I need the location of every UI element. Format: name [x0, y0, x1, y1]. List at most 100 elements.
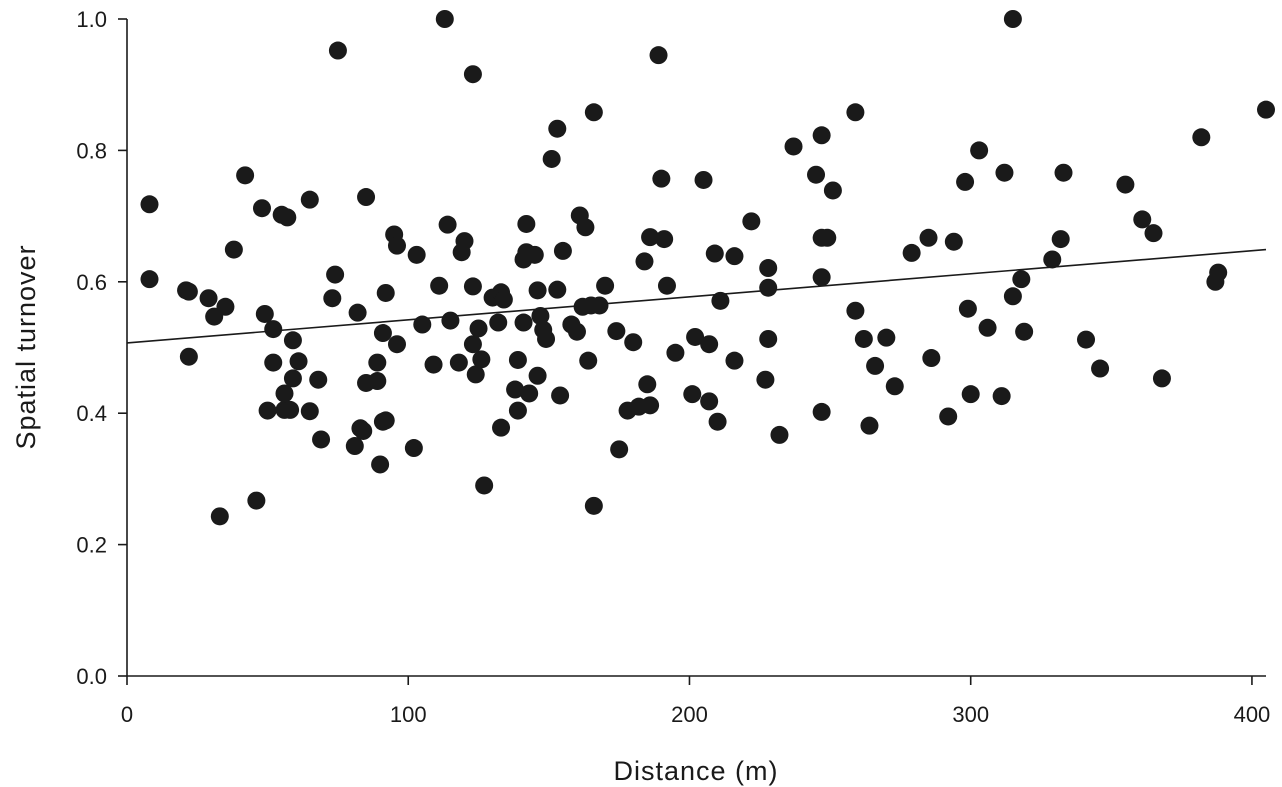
data-point — [1077, 330, 1096, 349]
data-point — [1043, 250, 1062, 269]
data-point — [610, 440, 629, 459]
data-point — [413, 315, 432, 334]
data-point — [860, 416, 879, 435]
data-point — [376, 283, 395, 302]
data-point — [590, 296, 609, 315]
data-point — [475, 476, 494, 495]
x-tick-label: 200 — [671, 702, 708, 727]
data-point — [607, 322, 626, 341]
data-point — [548, 119, 567, 138]
data-point — [919, 228, 938, 247]
data-point — [275, 384, 294, 403]
data-point — [224, 240, 243, 259]
data-point — [264, 320, 283, 339]
data-point — [373, 324, 392, 343]
data-point — [708, 412, 727, 431]
data-point — [725, 247, 744, 266]
data-point — [784, 137, 803, 156]
data-point — [357, 188, 376, 207]
data-point — [531, 306, 550, 325]
data-point — [756, 370, 775, 389]
data-point — [922, 349, 941, 368]
data-point — [348, 303, 367, 322]
data-point — [1209, 263, 1228, 282]
x-tick-label: 400 — [1234, 702, 1271, 727]
data-point — [992, 387, 1011, 406]
data-point — [961, 385, 980, 404]
data-point — [424, 355, 443, 374]
data-point — [466, 365, 485, 384]
data-point — [371, 455, 390, 474]
data-point — [683, 385, 702, 404]
data-point — [700, 392, 719, 411]
data-point — [278, 208, 297, 227]
data-point — [655, 230, 674, 249]
data-point — [368, 372, 387, 391]
data-point — [812, 268, 831, 287]
data-point — [823, 181, 842, 200]
data-point — [553, 241, 572, 260]
data-point — [300, 190, 319, 209]
data-point — [258, 401, 277, 420]
data-point — [956, 172, 975, 191]
data-point — [455, 232, 474, 251]
data-point — [438, 215, 457, 234]
data-point — [759, 278, 778, 297]
data-point — [354, 421, 373, 440]
data-point — [584, 103, 603, 122]
data-point — [641, 228, 660, 247]
data-point — [1116, 175, 1135, 194]
data-point — [140, 270, 159, 289]
data-point — [759, 259, 778, 278]
data-point — [300, 402, 319, 421]
data-point — [252, 199, 271, 218]
data-point — [517, 214, 536, 233]
data-point — [404, 439, 423, 458]
y-tick-label: 0.8 — [76, 138, 107, 163]
data-point — [641, 396, 660, 415]
data-point — [649, 46, 668, 65]
data-point — [995, 163, 1014, 182]
x-axis-label: Distance (m) — [613, 756, 778, 786]
data-point — [584, 496, 603, 515]
data-point — [1003, 10, 1022, 28]
data-point — [179, 347, 198, 366]
data-point — [489, 313, 508, 332]
data-point — [463, 335, 482, 354]
data-point — [537, 329, 556, 348]
data-point — [567, 322, 586, 341]
data-point — [902, 243, 921, 262]
data-point — [686, 327, 705, 346]
data-point — [1133, 210, 1152, 229]
data-point — [283, 369, 302, 388]
x-tick-label: 300 — [952, 702, 989, 727]
y-tick-label: 0.0 — [76, 664, 107, 689]
data-point — [326, 265, 345, 284]
data-point — [255, 304, 274, 323]
data-point — [542, 149, 561, 168]
y-tick-label: 0.2 — [76, 533, 107, 558]
data-point — [449, 353, 468, 372]
data-point — [579, 351, 598, 370]
data-point — [596, 276, 615, 295]
data-point — [435, 10, 454, 28]
data-point — [323, 289, 342, 308]
data-point — [236, 166, 255, 185]
data-point — [492, 418, 511, 437]
data-point — [506, 380, 525, 399]
data-point — [264, 353, 283, 372]
data-point — [638, 375, 657, 394]
x-tick-label: 100 — [390, 702, 427, 727]
data-point — [812, 126, 831, 145]
data-point — [635, 252, 654, 271]
data-point — [1152, 369, 1171, 388]
data-point — [939, 407, 958, 426]
data-point — [1051, 230, 1070, 249]
trend-line — [126, 248, 1267, 344]
data-point — [1091, 359, 1110, 378]
data-point — [463, 277, 482, 296]
data-point — [657, 276, 676, 295]
data-point — [812, 402, 831, 421]
data-point — [283, 331, 302, 350]
data-point — [528, 281, 547, 300]
